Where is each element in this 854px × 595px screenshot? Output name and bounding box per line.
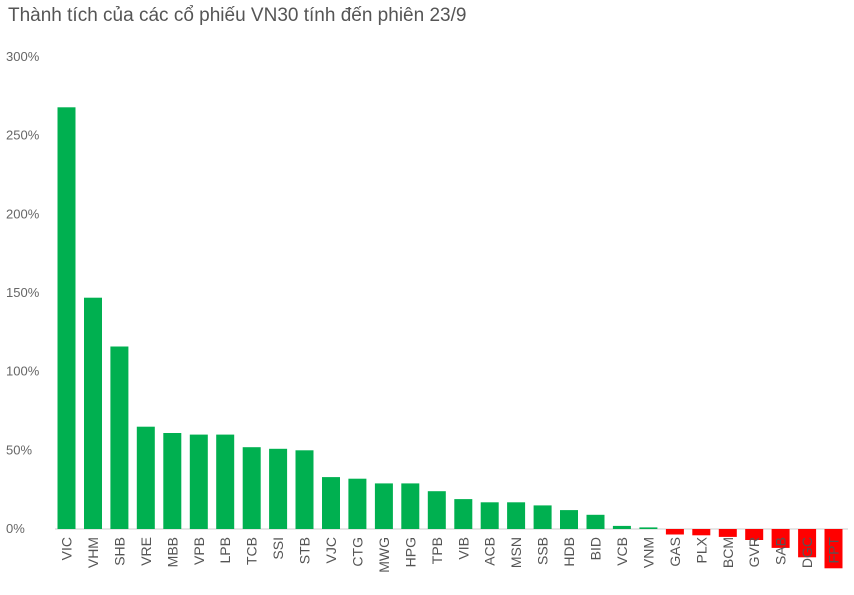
bar-ssi xyxy=(269,448,288,529)
x-tick-label: GAS xyxy=(667,537,683,567)
x-tick-label: FPT xyxy=(826,537,842,564)
bar-stb xyxy=(295,450,314,529)
bar-lpb xyxy=(216,434,235,529)
bar-vib xyxy=(454,499,473,529)
bar-ssb xyxy=(533,505,552,529)
x-tick-label: GVR xyxy=(746,537,762,567)
x-tick-label: ACB xyxy=(482,537,498,566)
bar-hpg xyxy=(401,483,420,529)
x-tick-label: PLX xyxy=(693,536,709,563)
bar-vnm xyxy=(639,527,658,529)
bar-mwg xyxy=(374,483,393,529)
y-tick-label: 100% xyxy=(6,364,40,379)
x-tick-label: TPB xyxy=(429,537,445,564)
bar-tcb xyxy=(242,447,261,529)
x-tick-label: HPG xyxy=(402,537,418,567)
bar-vre xyxy=(136,426,155,529)
bar-vic xyxy=(57,107,76,530)
bar-bid xyxy=(586,514,605,529)
x-tick-label: SHB xyxy=(111,537,127,566)
bar-acb xyxy=(480,502,499,529)
x-tick-label: SSB xyxy=(535,537,551,565)
x-tick-label: VJC xyxy=(323,537,339,563)
bar-ctg xyxy=(348,478,367,529)
bar-sab xyxy=(771,529,790,548)
bar-dgc xyxy=(798,529,817,558)
x-tick-label: CTG xyxy=(349,537,365,567)
x-tick-label: MSN xyxy=(508,537,524,568)
bar-tpb xyxy=(427,491,446,529)
x-tick-label: BCM xyxy=(720,537,736,568)
x-tick-label: VIB xyxy=(455,537,471,560)
bar-msn xyxy=(507,502,526,529)
x-tick-label: TCB xyxy=(244,537,260,565)
x-tick-label: VIC xyxy=(59,537,75,560)
y-tick-label: 200% xyxy=(6,206,40,221)
x-tick-label: LPB xyxy=(217,537,233,563)
bar-vjc xyxy=(322,477,340,529)
bar-shb xyxy=(110,346,129,529)
bar-gvr xyxy=(745,529,764,540)
x-tick-label: HDB xyxy=(561,537,577,567)
x-tick-label: MBB xyxy=(164,537,180,567)
y-tick-label: 250% xyxy=(6,128,40,143)
x-tick-label: VNM xyxy=(640,537,656,568)
x-tick-label: VPB xyxy=(191,537,207,565)
bar-fpt xyxy=(824,529,843,569)
y-tick-label: 150% xyxy=(6,285,40,300)
bar-hdb xyxy=(560,510,578,529)
x-tick-label: MWG xyxy=(376,537,392,573)
x-tick-label: SSI xyxy=(270,537,286,560)
bar-vcb xyxy=(612,525,631,529)
x-tick-label: VRE xyxy=(138,537,154,566)
x-tick-label: SAB xyxy=(773,537,789,565)
chart-title: Thành tích của các cổ phiếu VN30 tính đế… xyxy=(8,5,467,26)
bar-bcm xyxy=(718,529,737,537)
bar-mbb xyxy=(163,433,182,529)
bar-gas xyxy=(665,529,684,535)
x-tick-label: VHM xyxy=(85,537,101,568)
x-tick-label: DGC xyxy=(799,537,815,568)
y-tick-label: 50% xyxy=(6,442,32,457)
x-tick-label: BID xyxy=(588,537,604,560)
bar-vhm xyxy=(84,297,102,529)
bar-plx xyxy=(692,529,711,536)
x-tick-label: VCB xyxy=(614,537,630,566)
bar-vpb xyxy=(189,434,208,529)
y-tick-label: 0% xyxy=(6,521,25,536)
x-tick-label: STB xyxy=(297,537,313,564)
y-tick-label: 300% xyxy=(6,49,40,64)
